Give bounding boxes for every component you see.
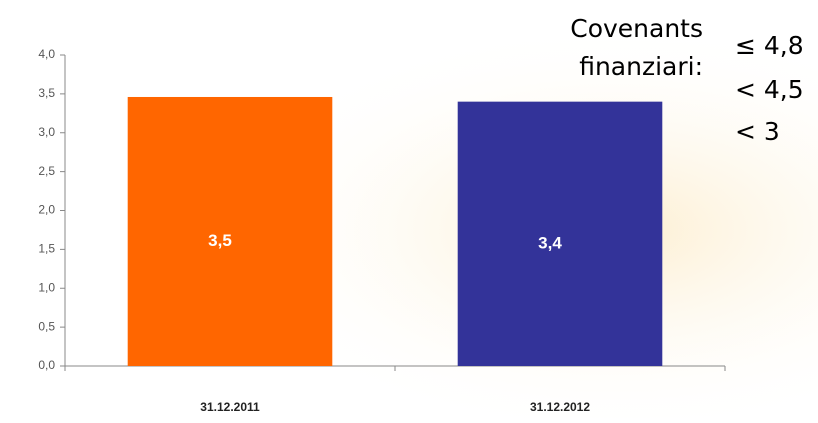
- bar: [127, 96, 333, 367]
- y-tick-label: 0,0: [38, 358, 55, 372]
- value-label: 3,4: [538, 233, 562, 252]
- y-tick-label: 2,5: [38, 164, 55, 178]
- y-tick-label: 1,5: [38, 242, 55, 256]
- annotation: Covenants: [570, 14, 703, 43]
- annotation: < 4,5: [735, 75, 804, 104]
- y-tick-label: 4,0: [38, 47, 55, 61]
- bar: [457, 101, 663, 367]
- x-tick-label: 31.12.2012: [530, 400, 590, 414]
- y-tick-label: 1,0: [38, 280, 55, 294]
- annotation: finanziari:: [579, 52, 703, 81]
- y-tick-label: 2,0: [38, 203, 55, 217]
- annotation: < 3: [735, 117, 780, 146]
- y-tick-label: 3,5: [38, 86, 55, 100]
- x-tick-label: 31.12.2011: [200, 400, 260, 414]
- value-label: 3,5: [208, 231, 232, 250]
- y-tick-label: 3,0: [38, 125, 55, 139]
- y-tick-label: 0,5: [38, 319, 55, 333]
- annotation: ≤ 4,8: [735, 31, 804, 60]
